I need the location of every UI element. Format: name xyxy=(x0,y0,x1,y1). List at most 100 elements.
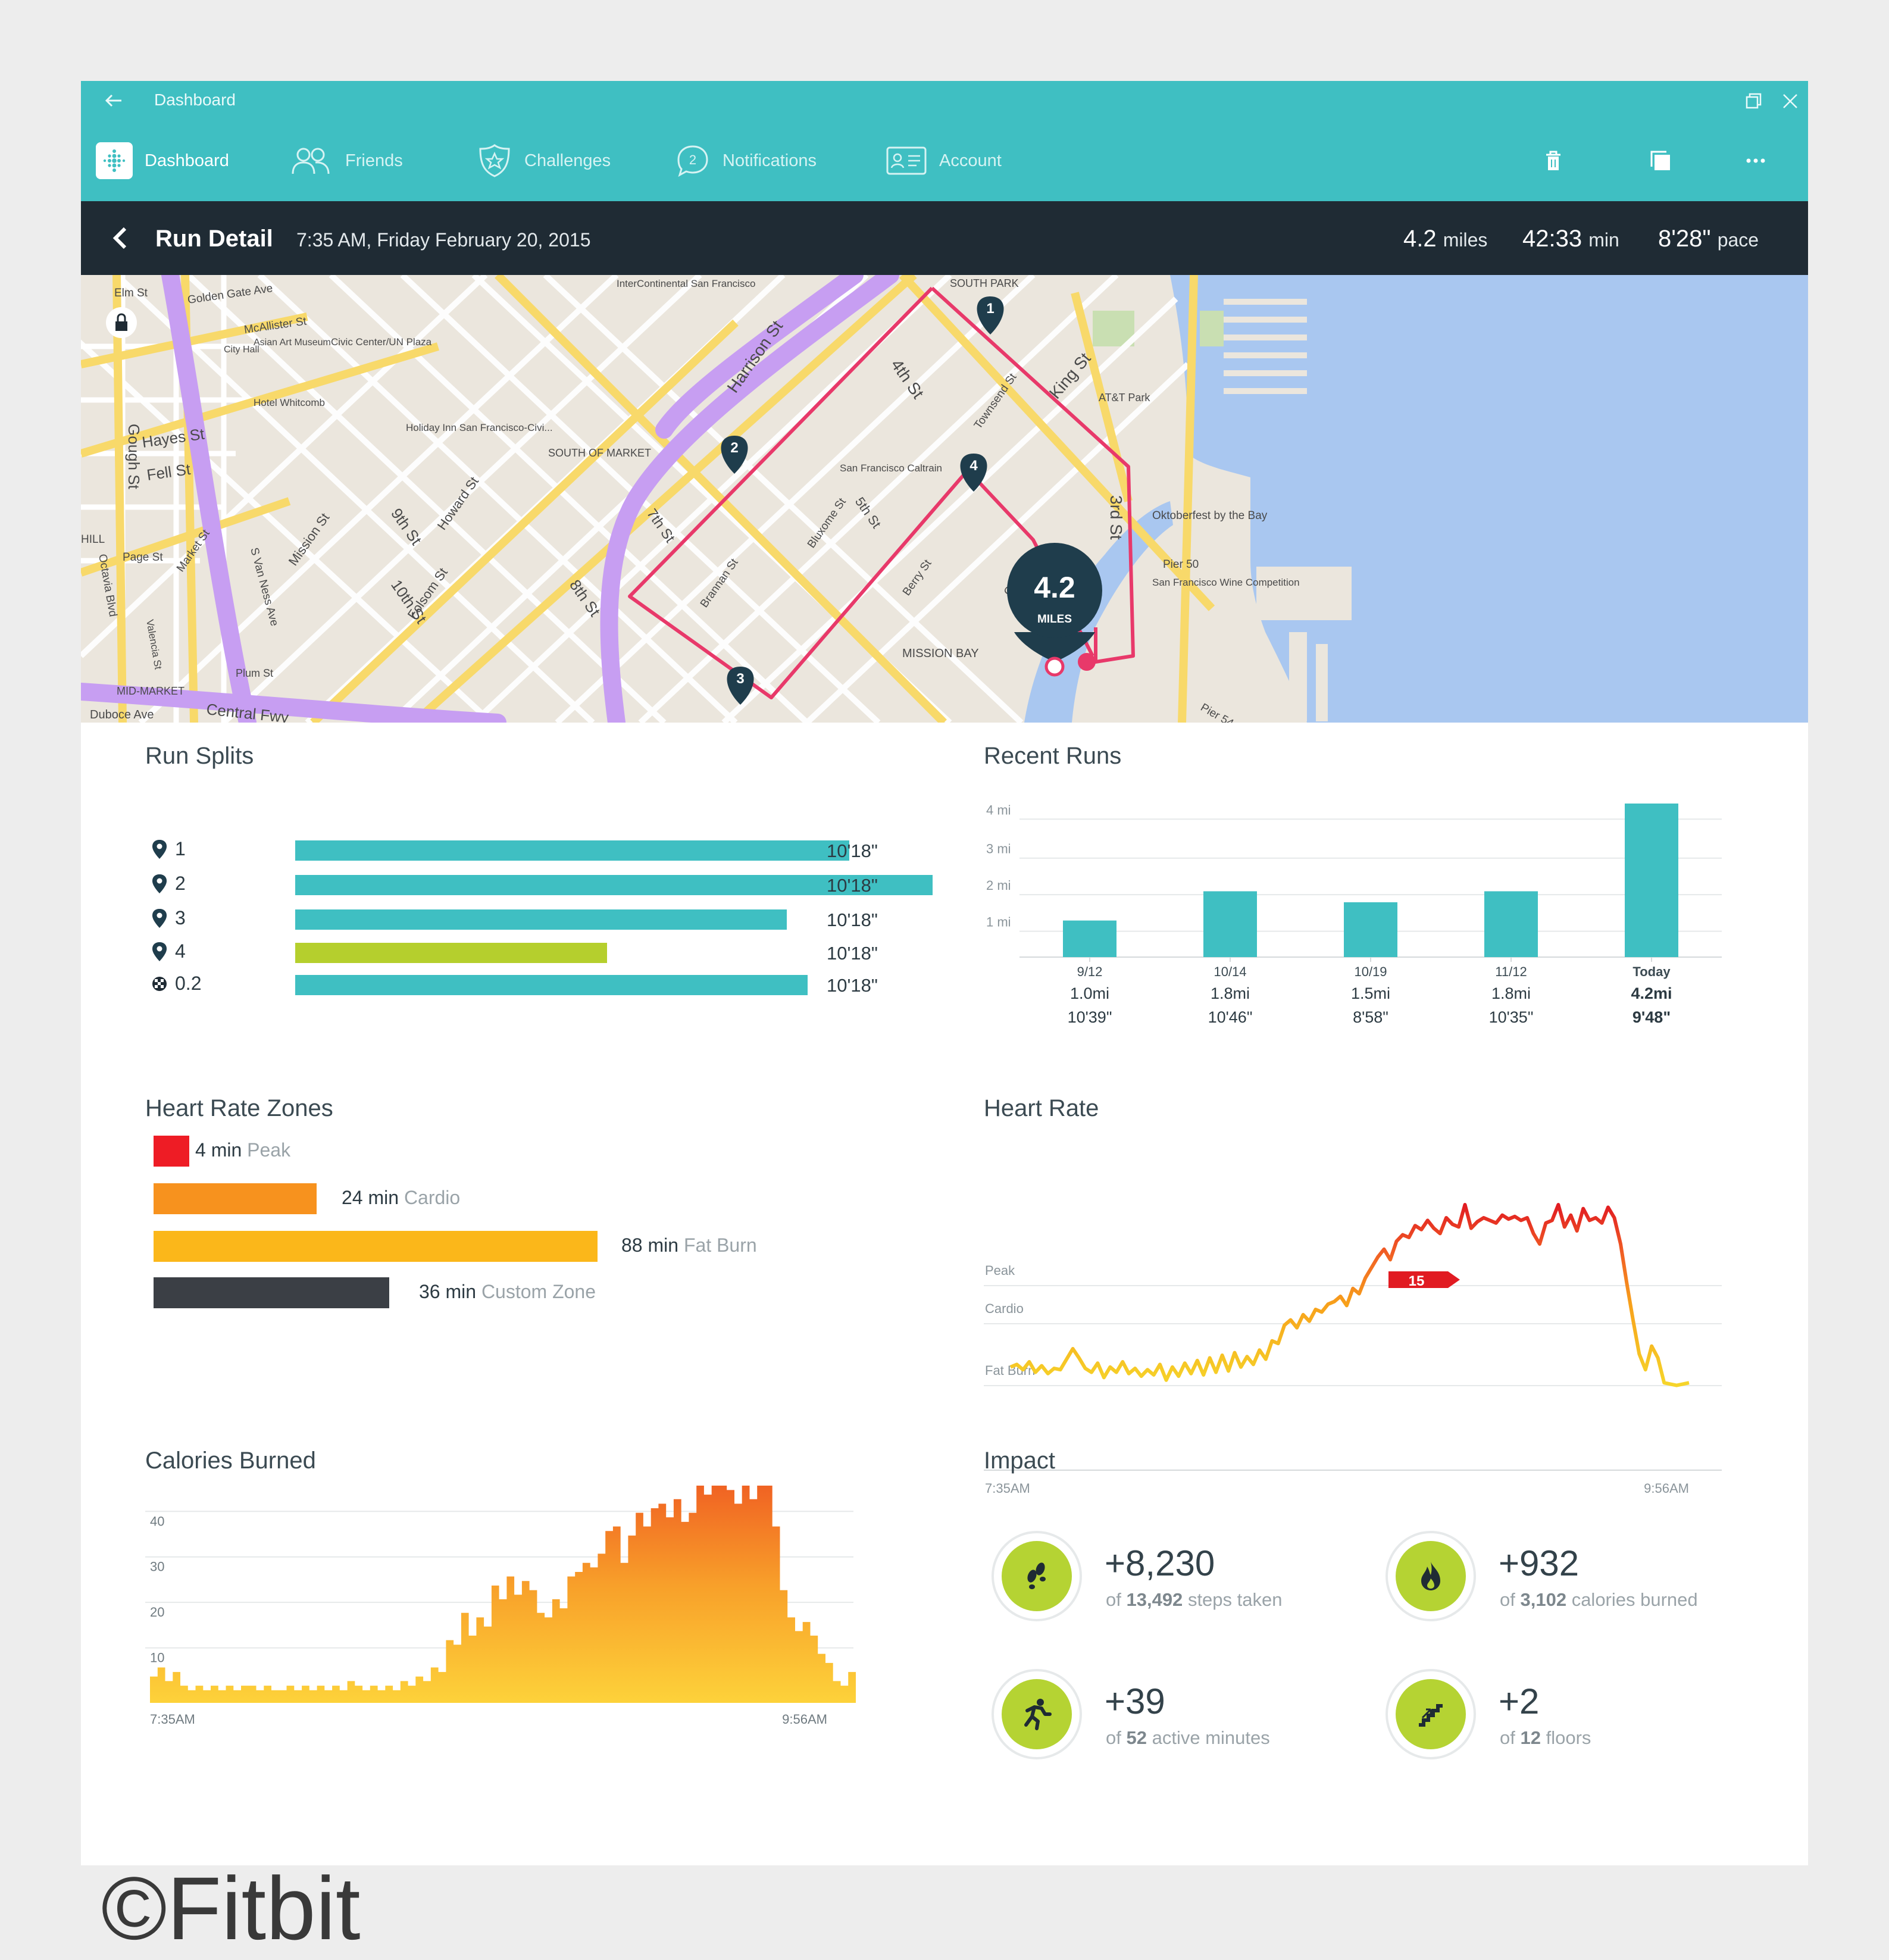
heart-rate-title: Heart Rate xyxy=(984,1095,1099,1121)
more-options-icon[interactable] xyxy=(1741,146,1770,175)
split-label: 0.2 xyxy=(175,973,202,994)
nav-item-challenges[interactable]: Challenges xyxy=(477,120,611,201)
impact-calories-total: 3,102 xyxy=(1520,1589,1567,1610)
run-splits-title: Run Splits xyxy=(145,743,254,769)
zone-text: 4 min Peak xyxy=(195,1139,290,1161)
split-marker-1: 1 xyxy=(986,301,994,317)
close-window-icon[interactable] xyxy=(1778,89,1802,113)
heart-rate-line xyxy=(1009,1203,1690,1387)
zone-bar xyxy=(154,1277,389,1308)
map-label-elm: Elm St xyxy=(114,287,148,299)
recent-run-distance: 1.8mi xyxy=(1211,984,1250,1002)
map-pin-icon xyxy=(152,909,167,928)
copy-icon[interactable] xyxy=(1646,146,1675,175)
map-lock-icon[interactable] xyxy=(106,307,137,338)
zone-name: Custom Zone xyxy=(481,1281,596,1302)
recent-run-bar xyxy=(1203,891,1257,957)
recent-run-distance: 4.2mi xyxy=(1631,984,1672,1002)
finish-flag-icon xyxy=(152,977,167,991)
recent-run-bar xyxy=(1344,902,1397,957)
calories-burned-chart: 40 30 20 10 7:35AM 9:56AM xyxy=(145,1486,856,1727)
impact-calories-sub: of 3,102 calories burned xyxy=(1500,1589,1698,1610)
recent-run-pace: 8'58" xyxy=(1353,1008,1388,1026)
trash-icon[interactable] xyxy=(1539,146,1568,175)
split-marker-2: 2 xyxy=(730,440,738,456)
map-label-wine: San Francisco Wine Competition xyxy=(1152,577,1300,588)
map-label-som: SOUTH OF MARKET xyxy=(548,447,651,459)
impact-steps-sub: of 13,492 steps taken xyxy=(1106,1589,1283,1610)
route-end-point xyxy=(1078,653,1096,671)
challenges-star-icon xyxy=(479,144,510,177)
cal-x-start: 7:35AM xyxy=(150,1712,195,1727)
impact-floors: +2 of 12 floors xyxy=(1386,1669,1743,1776)
notifications-bubble-icon: 2 xyxy=(677,145,708,177)
recent-run-pace: 9'48" xyxy=(1632,1008,1671,1026)
zone-unit: min xyxy=(648,1234,679,1256)
hr-x-start: 7:35AM xyxy=(985,1481,1030,1496)
cal-y-tick: 30 xyxy=(150,1559,164,1574)
flame-icon xyxy=(1421,1562,1440,1590)
zone-minutes: 24 xyxy=(342,1187,363,1208)
restore-window-icon[interactable] xyxy=(1741,89,1765,113)
split-time: 10'18" xyxy=(827,840,878,861)
zone-minutes: 88 xyxy=(621,1234,643,1256)
distance-badge-unit: MILES xyxy=(1037,613,1072,626)
chevron-left-icon[interactable] xyxy=(107,224,136,252)
split-label: 4 xyxy=(175,940,186,962)
nav-label-friends: Friends xyxy=(345,151,403,170)
route-map[interactable]: Elm St Golden Gate Ave McAllister St Asi… xyxy=(81,275,1808,723)
distance-badge-value: 4.2 xyxy=(1034,571,1075,604)
hr-x-end: 9:56AM xyxy=(1644,1481,1689,1496)
recent-run-bar xyxy=(1063,920,1116,957)
recent-run-date: 10/19 xyxy=(1354,964,1387,979)
impact-calories-value: +932 xyxy=(1499,1543,1580,1583)
hr-zone-label: Cardio xyxy=(985,1301,1024,1316)
impact-title: Impact xyxy=(984,1448,1056,1474)
recent-y-tick: 3 mi xyxy=(986,842,1011,856)
nav-item-dashboard[interactable]: Dashboard xyxy=(96,120,229,201)
copyright-watermark: ©Fitbit xyxy=(101,1858,361,1958)
back-arrow-icon[interactable] xyxy=(99,86,129,115)
run-duration: 42:33 min xyxy=(1522,226,1619,252)
recent-run-date: Today xyxy=(1632,964,1671,979)
zone-unit: min xyxy=(445,1281,477,1302)
nav-item-notifications[interactable]: 2 Notifications xyxy=(675,120,817,201)
cal-y-tick: 20 xyxy=(150,1605,164,1620)
impact-active-total: 52 xyxy=(1126,1727,1147,1748)
map-split-markers[interactable]: 1 2 3 4 xyxy=(721,296,1004,705)
recent-run-date: 10/14 xyxy=(1214,964,1246,979)
zone-bar xyxy=(154,1136,189,1167)
map-label-3rd: 3rd St xyxy=(1107,495,1125,540)
zone-bar xyxy=(154,1231,598,1262)
zone-text: 88 min Fat Burn xyxy=(621,1234,757,1256)
nav-item-friends[interactable]: Friends xyxy=(289,120,403,201)
nav-label-notifications: Notifications xyxy=(723,151,817,170)
map-label-city-hall: City Hall xyxy=(224,345,259,355)
recent-run-distance: 1.5mi xyxy=(1351,984,1390,1002)
zone-name: Peak xyxy=(247,1139,291,1161)
nav-item-account[interactable]: Account xyxy=(886,120,1002,201)
impact-active-value: +39 xyxy=(1105,1681,1165,1721)
split-time: 10'18" xyxy=(827,975,878,996)
recent-run-distance: 1.0mi xyxy=(1070,984,1109,1002)
heart-rate-zones-title: Heart Rate Zones xyxy=(145,1095,333,1121)
impact-active-minutes: +39 of 52 active minutes xyxy=(992,1669,1349,1776)
run-distance: 4.2 miles xyxy=(1403,226,1487,252)
footsteps-icon xyxy=(1027,1562,1046,1589)
impact-floors-sub: of 12 floors xyxy=(1500,1727,1591,1748)
map-label-howard: Howard St xyxy=(434,474,481,532)
recent-run-bar xyxy=(1625,804,1678,957)
recent-run-pace: 10'46" xyxy=(1208,1008,1253,1026)
nav-bar: Dashboard Friends Challenges 2 Notifica xyxy=(81,120,1808,201)
map-label-mid-market: MID-MARKET xyxy=(117,685,184,697)
nav-label-challenges: Challenges xyxy=(524,151,611,170)
run-distance-unit: miles xyxy=(1443,229,1488,251)
recent-run-date: 11/12 xyxy=(1495,964,1527,979)
map-label-intercontinental: InterContinental San Francisco xyxy=(617,278,755,289)
split-time: 10'18" xyxy=(827,875,878,896)
map-label-page: Page St xyxy=(123,551,163,564)
impact-active-sub: of 52 active minutes xyxy=(1106,1727,1270,1748)
map-label-asian-art: Asian Art Museum xyxy=(254,337,331,348)
cal-y-tick: 40 xyxy=(150,1514,164,1528)
peak-callout-value: 15 xyxy=(1409,1273,1425,1289)
